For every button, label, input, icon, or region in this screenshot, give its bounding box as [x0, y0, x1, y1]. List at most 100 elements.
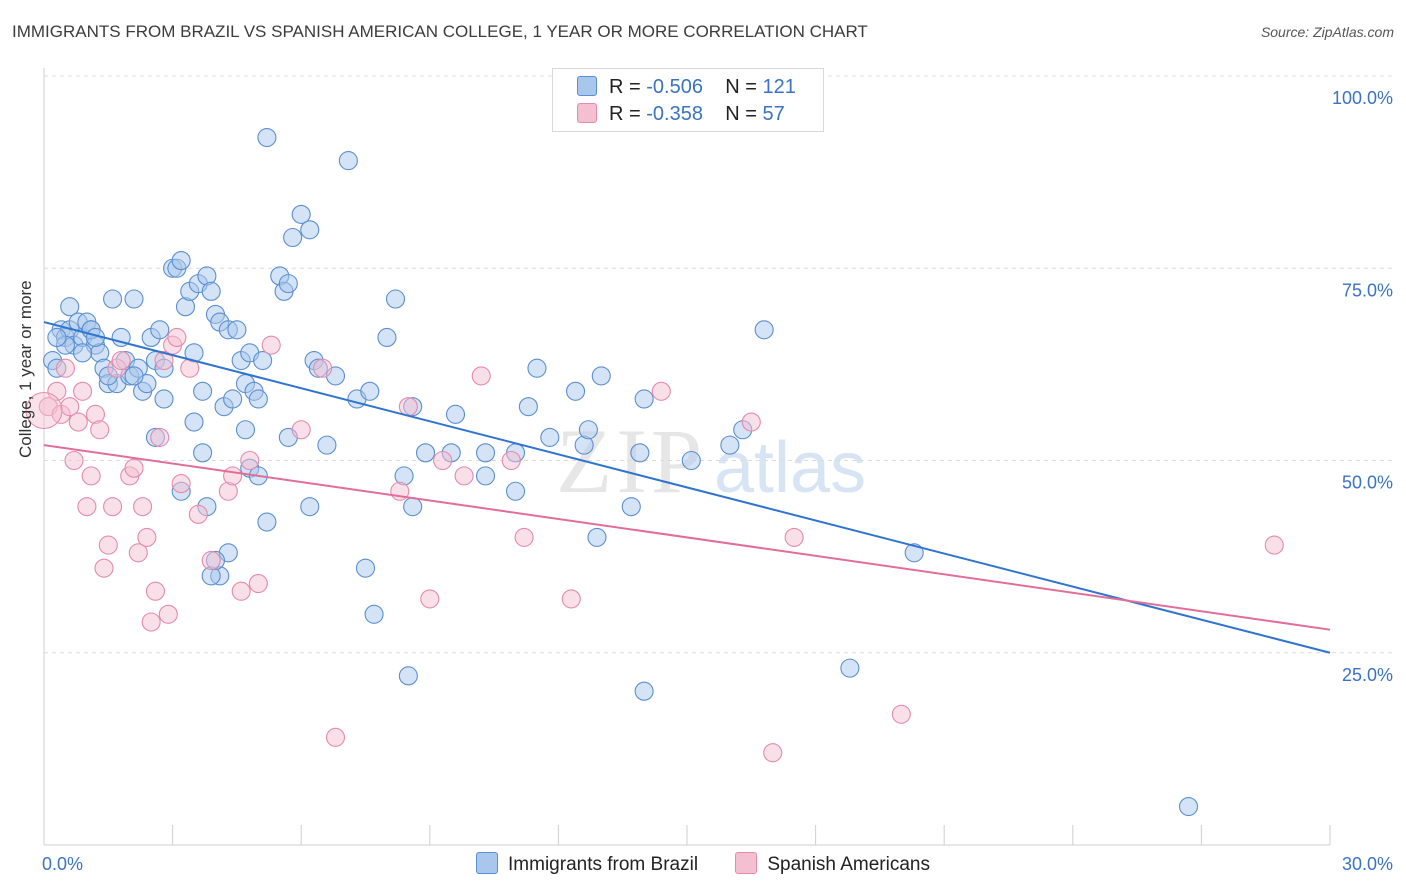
- source-credit: Source: ZipAtlas.com: [1260, 24, 1394, 40]
- point-s1-41: [325, 727, 346, 747]
- point-s1-3: [55, 358, 75, 378]
- point-s1-9: [81, 466, 101, 486]
- point-s1-16: [111, 350, 131, 371]
- spanish-swatch: [577, 103, 597, 123]
- point-s1-24: [150, 427, 170, 447]
- chart-title: IMMIGRANTS FROM BRAZIL VS SPANISH AMERIC…: [12, 22, 868, 41]
- point-s1-23: [145, 581, 166, 601]
- point-s0-26: [150, 320, 170, 340]
- n-value: 57: [762, 103, 785, 125]
- point-s1-35: [231, 581, 251, 601]
- stats-legend-row-spanish: R = -0.358 N = 57: [577, 103, 796, 126]
- point-s0-77: [634, 389, 654, 409]
- point-s0-42: [223, 389, 243, 409]
- point-s0-17: [111, 327, 131, 348]
- legend-item-brazil[interactable]: Immigrants from Brazil: [476, 852, 698, 876]
- point-s0-82: [840, 658, 860, 678]
- point-s0-95: [364, 604, 384, 624]
- point-s1-56: [1264, 535, 1284, 555]
- point-s0-81: [754, 320, 774, 340]
- point-s1-1: [47, 381, 67, 401]
- point-s1-22: [141, 612, 161, 632]
- point-s0-35: [193, 381, 213, 401]
- point-s0-93: [300, 497, 320, 517]
- trend-line-s1: [43, 444, 1331, 631]
- x-tick-label-max: 30.0%: [1342, 854, 1393, 874]
- y-tick-label-25: 25.0%: [1342, 665, 1393, 685]
- point-s0-89: [505, 481, 526, 501]
- point-s0-88: [475, 466, 496, 486]
- point-s0-94: [355, 558, 376, 578]
- point-s0-43: [227, 320, 247, 340]
- legend-label-brazil: Immigrants from Brazil: [508, 854, 699, 875]
- point-s1-48: [501, 450, 521, 471]
- point-s0-111: [124, 366, 144, 386]
- trend-lines: [43, 321, 1331, 654]
- point-s1-21: [137, 527, 157, 547]
- point-s0-78: [681, 450, 701, 471]
- point-s0-97: [587, 527, 607, 547]
- point-s1-40: [313, 358, 333, 378]
- point-s0-61: [360, 381, 380, 401]
- point-s0-63: [385, 289, 406, 309]
- y-tick-label-100: 100.0%: [1332, 88, 1393, 108]
- point-s0-83: [904, 543, 924, 563]
- series-legend: Immigrants from Brazil Spanish Americans: [0, 852, 1406, 876]
- point-s1-4: [60, 397, 80, 417]
- point-s1-52: [741, 412, 761, 432]
- point-s1-45: [433, 450, 453, 471]
- n-label: N =: [725, 103, 763, 125]
- point-s1-39: [291, 420, 311, 440]
- y-tick-label-75: 75.0%: [1342, 280, 1393, 300]
- point-s0-49: [253, 350, 273, 371]
- point-s1-11: [90, 420, 110, 440]
- point-s0-15: [103, 289, 123, 309]
- watermark-atlas: atlas: [714, 428, 866, 508]
- point-s1-46: [454, 466, 474, 486]
- r-label: R =: [609, 103, 647, 125]
- legend-item-spanish[interactable]: Spanish Americans: [735, 852, 930, 876]
- point-s0-50: [257, 127, 277, 148]
- point-s0-4: [60, 297, 80, 317]
- point-s1-43: [398, 397, 418, 417]
- point-s0-56: [300, 220, 320, 240]
- point-s1-47: [471, 366, 491, 386]
- point-s1-49: [514, 527, 534, 547]
- point-s1-5: [64, 450, 84, 471]
- point-s0-48: [248, 389, 268, 409]
- r-value: -0.358: [646, 103, 703, 125]
- point-s1-50: [561, 589, 581, 609]
- point-s0-92: [257, 512, 277, 532]
- point-s1-38: [261, 335, 281, 355]
- legend-label-spanish: Spanish Americans: [767, 854, 930, 875]
- point-s0-118: [445, 404, 466, 424]
- data-points: [25, 127, 1284, 817]
- point-s0-76: [630, 443, 650, 463]
- point-s0-65: [415, 443, 436, 463]
- point-s0-20: [124, 289, 144, 309]
- point-s0-73: [578, 420, 598, 440]
- stats-legend: R = -0.506 N = 121 R = -0.358 N = 57: [552, 68, 824, 132]
- point-s1-36: [240, 450, 260, 471]
- point-s1-44: [420, 589, 440, 609]
- point-s1-20: [133, 497, 153, 517]
- r-value: -0.506: [646, 76, 703, 98]
- point-s0-37: [201, 281, 221, 301]
- y-tick-label-50: 50.0%: [1342, 473, 1393, 493]
- point-s1-8: [77, 497, 97, 517]
- point-s0-75: [621, 497, 641, 517]
- spanish-legend-swatch: [735, 852, 758, 874]
- point-s0-96: [398, 666, 418, 686]
- point-s1-28: [167, 327, 187, 348]
- point-s0-109: [73, 343, 93, 363]
- point-s0-114: [154, 389, 174, 409]
- point-s0-112: [47, 327, 67, 348]
- point-s1-12: [94, 558, 114, 578]
- point-s0-104: [403, 497, 423, 517]
- r-label: R =: [609, 76, 647, 98]
- point-s1-34: [223, 466, 243, 486]
- n-label: N =: [725, 76, 763, 98]
- point-s1-26: [158, 604, 178, 624]
- point-s1-18: [124, 458, 144, 478]
